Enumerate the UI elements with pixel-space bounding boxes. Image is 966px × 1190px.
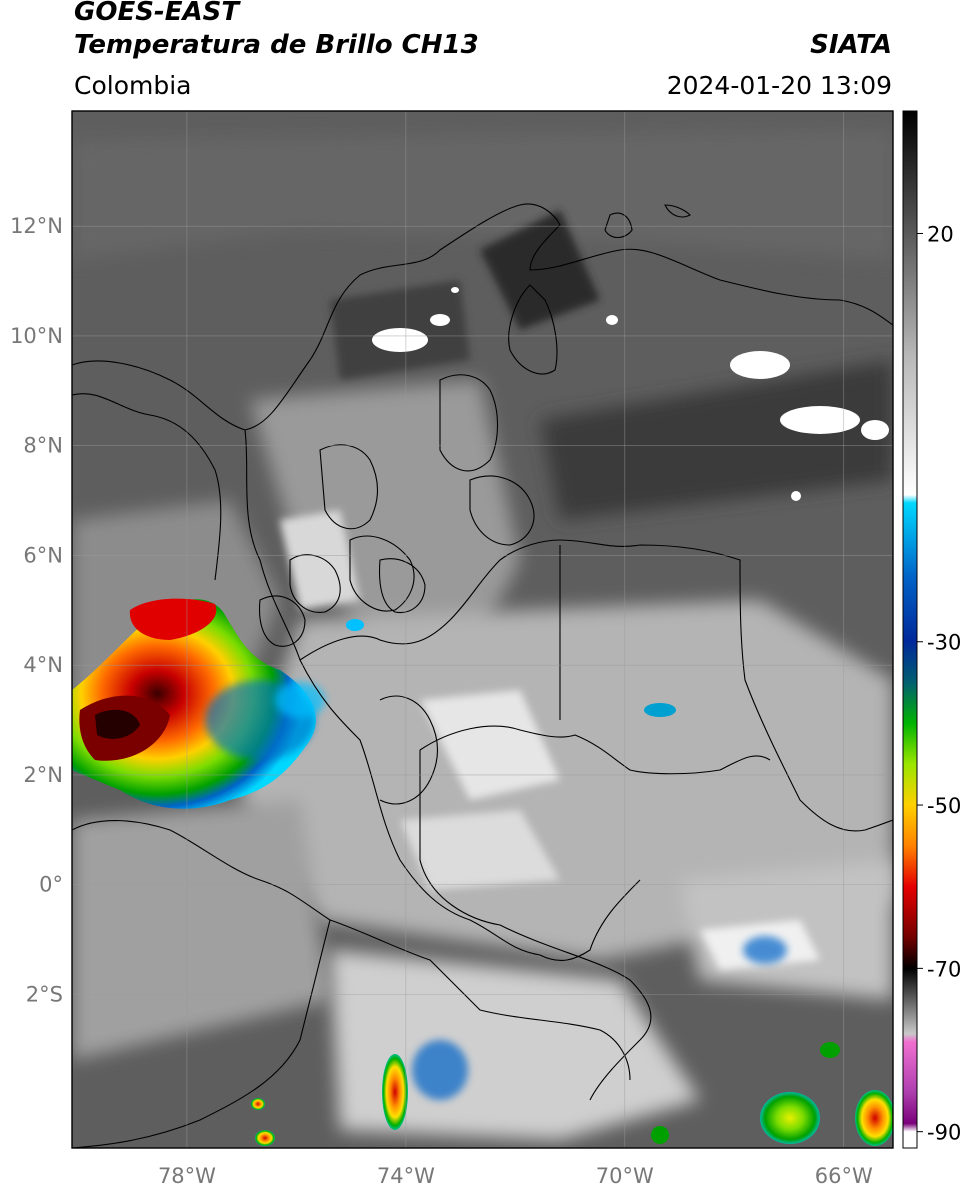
lat-tick-label: 0° [39, 873, 63, 897]
colorbar: 20 -30 -50 -70 -90 [902, 110, 961, 1149]
colorbar-label: -50 [927, 794, 961, 818]
lat-tick-label: 8°N [23, 434, 63, 458]
latitude-labels: 12°N 10°N 8°N 6°N 4°N 2°N 0° 2°S [10, 214, 63, 1006]
coastlines-and-borders [72, 203, 893, 1148]
colorbar-label: 20 [927, 222, 954, 246]
storm-cell-south [382, 1054, 408, 1130]
lat-tick-label: 4°N [23, 653, 63, 677]
region-label: Colombia [74, 71, 192, 100]
colorbar-label: -90 [927, 1121, 961, 1145]
lat-tick-label: 10°N [10, 324, 63, 348]
satellite-title: GOES-EAST [74, 0, 240, 27]
longitude-labels: 78°W 74°W 70°W 66°W [158, 1164, 873, 1188]
lon-tick-label: 66°W [815, 1164, 873, 1188]
source-title: SIATA [810, 30, 892, 60]
graticule [72, 111, 893, 1148]
lat-tick-label: 2°S [26, 982, 63, 1006]
colorbar-label: -70 [927, 957, 961, 981]
lon-tick-label: 70°W [596, 1164, 654, 1188]
lat-tick-label: 2°N [23, 763, 63, 787]
colorbar-label: -30 [927, 631, 961, 655]
lon-tick-label: 74°W [377, 1164, 435, 1188]
map-frame [71, 110, 894, 1149]
lon-tick-label: 78°W [158, 1164, 216, 1188]
cold-cloud-tops-white [372, 287, 889, 501]
lat-tick-label: 6°N [23, 543, 63, 567]
map-imagery [72, 111, 893, 1148]
datetime-label: 2024-01-20 13:09 [666, 71, 892, 100]
lat-tick-label: 12°N [10, 214, 63, 238]
colorbar-gradient [902, 110, 918, 1149]
product-title: Temperatura de Brillo CH13 [74, 30, 479, 60]
convective-storms [72, 598, 893, 1146]
